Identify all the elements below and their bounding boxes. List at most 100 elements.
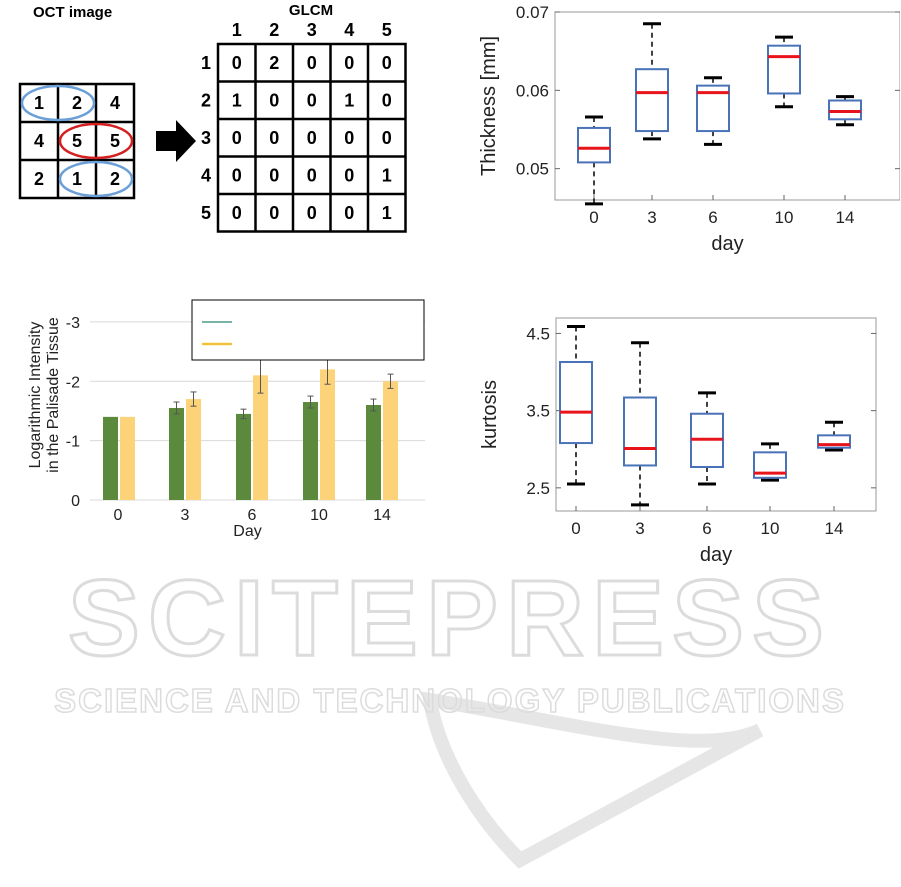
box (635, 68, 669, 133)
bar (303, 402, 318, 500)
x-axis-label: day (711, 233, 743, 255)
thickness-boxplot: 0.05 0.06 0.07 0 3 6 10 14 day Thickness [mm] (480, 3, 900, 255)
glcm-cell-value: 0 (269, 203, 279, 223)
glcm-row-header: 2 (201, 90, 211, 110)
x-tick-label: 6 (248, 507, 257, 524)
oct-cell-value: 2 (34, 169, 44, 189)
x-tick-label: 10 (310, 507, 328, 524)
oct-image-title: OCT image (33, 4, 112, 21)
arrow-icon (156, 120, 196, 162)
box (577, 126, 611, 164)
box (828, 99, 862, 121)
y-axis-label: Logarithmic Intensity (27, 322, 44, 469)
oct-cell-value: 1 (72, 169, 82, 189)
bar (103, 416, 118, 500)
glcm-cell-value: 0 (232, 165, 242, 185)
x-tick-label: 6 (702, 519, 711, 538)
glcm-title: GLCM (289, 2, 333, 19)
y-tick-label: 2.5 (526, 479, 550, 498)
x-tick-label: 3 (181, 507, 190, 524)
oct-cell-value: 4 (110, 93, 120, 113)
oct-cell-value: 4 (34, 131, 44, 151)
oct-grid-frame (18, 82, 136, 200)
oct-grid: 1 2 4 4 5 5 2 1 2 (18, 82, 136, 200)
glcm-cell-value: 0 (307, 128, 317, 148)
pair-ellipse-blue (58, 160, 134, 198)
oct-cell-value: 2 (72, 93, 82, 113)
glcm-col-header: 3 (307, 20, 317, 40)
glcm-cell-value: 0 (382, 53, 392, 73)
glcm-cell-value: 0 (382, 128, 392, 148)
y-axis-label: kurtosis (480, 380, 501, 449)
bar (320, 369, 335, 500)
glcm-cell-value: 0 (382, 90, 392, 110)
bar (383, 381, 398, 500)
glcm-cell-value: 0 (232, 203, 242, 223)
glcm-cell-value: 0 (269, 165, 279, 185)
glcm-cell-value: 0 (344, 128, 354, 148)
glcm-cell-value: 0 (232, 53, 242, 73)
intensity-barchart: 0 -1 -2 -3 0 3 6 10 14 Day Logarithmic Intensity in… (27, 299, 425, 540)
glcm-cell-value: 1 (232, 90, 242, 110)
glcm-cell-value: 0 (307, 165, 317, 185)
y-axis-label: in the Palisade Tissue (45, 317, 62, 473)
glcm-col-header: 5 (382, 20, 392, 40)
watermark-emblem (421, 691, 764, 869)
y-tick-label: -1 (66, 434, 80, 451)
x-tick-label: 10 (775, 208, 794, 227)
bar (253, 375, 268, 500)
oct-cell-value: 5 (110, 131, 120, 151)
box (623, 396, 657, 467)
glcm-cell-value: 0 (344, 203, 354, 223)
bar (236, 413, 251, 500)
glcm-cell-value: 1 (382, 203, 392, 223)
glcm-diagram: OCT image 1 2 4 4 5 5 2 1 2 GLCM 1 2 3 4 5 1 2 3 4 5 0 2 0 0 0… (18, 2, 407, 233)
y-axis-label: Thickness [mm] (480, 36, 500, 176)
glcm-cell-value: 1 (382, 165, 392, 185)
y-tick-label: -2 (66, 374, 80, 391)
x-tick-label: 0 (589, 208, 598, 227)
oct-cell-value: 2 (110, 169, 120, 189)
x-tick-label: 10 (761, 519, 780, 538)
glcm-grid: 1 2 3 4 5 1 2 3 4 5 0 2 0 0 0 1 0 0 1 0 0 0 0 0 0 0 0 0 0 1 0 0 0 0 1 (201, 20, 407, 233)
glcm-row-header: 5 (201, 203, 211, 223)
bar (120, 416, 135, 500)
glcm-cell-value: 0 (269, 128, 279, 148)
glcm-cell-value: 2 (269, 53, 279, 73)
pair-ellipse-blue (20, 84, 96, 122)
glcm-col-header: 2 (269, 20, 279, 40)
watermark-title: SCITEPRESS (68, 557, 832, 678)
y-tick-label: -3 (66, 315, 80, 332)
x-tick-label: 0 (114, 507, 123, 524)
pair-ellipse-red (58, 122, 134, 160)
glcm-grid-frame (216, 42, 407, 233)
glcm-cell-value: 0 (232, 128, 242, 148)
y-tick-label: 0.06 (516, 81, 549, 100)
glcm-col-header: 4 (344, 20, 354, 40)
x-axis-label: day (700, 544, 732, 566)
glcm-cell-value: 0 (307, 53, 317, 73)
glcm-cell-value: 0 (344, 165, 354, 185)
glcm-cell-value: 1 (344, 90, 354, 110)
y-tick-label: 0.05 (516, 160, 549, 179)
oct-cell-value: 1 (34, 93, 44, 113)
bar (366, 405, 381, 500)
glcm-row-header: 1 (201, 53, 211, 73)
box (559, 361, 593, 445)
y-tick-label: 3.5 (526, 402, 550, 421)
y-tick-label: 0 (71, 493, 80, 510)
watermark-subtitle: SCIENCE AND TECHNOLOGY PUBLICATIONS (54, 682, 846, 719)
oct-cell-value: 5 (72, 131, 82, 151)
glcm-cell-value: 0 (307, 203, 317, 223)
x-tick-label: 14 (373, 507, 391, 524)
x-tick-label: 3 (635, 519, 644, 538)
glcm-col-header: 1 (232, 20, 242, 40)
y-tick-label: 0.07 (516, 3, 549, 22)
kurtosis-boxplot: 2.5 3.5 4.5 0 3 6 10 14 day kurtosis (480, 317, 877, 566)
bar (169, 407, 184, 500)
x-tick-label: 6 (708, 208, 717, 227)
glcm-row-header: 3 (201, 128, 211, 148)
box (767, 44, 801, 95)
bar (186, 399, 201, 500)
